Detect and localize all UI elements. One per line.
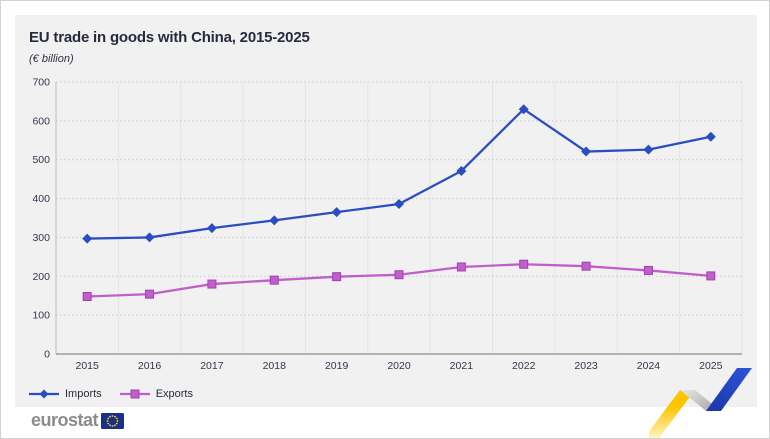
data-point-imports-2016: [144, 232, 155, 243]
y-tick-label: 300: [32, 232, 50, 244]
eu-flag-star: [107, 422, 110, 424]
x-tick-label: 2017: [200, 360, 224, 372]
data-point-imports-2022: [518, 104, 529, 115]
eu-flag-star: [114, 415, 116, 418]
data-point-imports-2018: [269, 215, 280, 226]
data-point-imports-2017: [206, 223, 217, 234]
data-point-exports-2015: [82, 291, 92, 301]
y-tick-label: 700: [32, 77, 50, 89]
data-point-imports-2019: [331, 207, 342, 218]
chart-svg: 0 100 200 300 400 500 600 700 2015 2016 2017 2018 20…: [32, 77, 743, 372]
eu-flag-star: [115, 422, 118, 424]
eurostat-logo-text: eurostat: [31, 410, 99, 430]
x-tick-label: 2025: [699, 360, 723, 372]
x-tick-label: 2022: [512, 360, 536, 372]
eu-flag-star: [115, 417, 118, 419]
data-point-imports-2015: [82, 233, 93, 244]
eu-flag-icon: [101, 412, 125, 429]
eu-flag-star: [114, 423, 116, 426]
x-tick-label: 2021: [450, 360, 474, 372]
eurostat-logo: eurostat: [31, 410, 125, 431]
data-point-exports-2017: [207, 279, 217, 289]
y-tick-label: 600: [32, 115, 50, 127]
eu-flag-star: [109, 415, 111, 418]
data-point-imports-2024: [643, 144, 654, 155]
data-point-imports-2025: [705, 131, 716, 142]
legend-label: Imports: [65, 388, 102, 400]
data-point-imports-2020: [394, 199, 404, 210]
legend-item-imports: Imports: [29, 388, 102, 400]
data-point-exports-2018: [269, 275, 279, 285]
x-tick-label: 2018: [263, 360, 287, 372]
eu-flag-star: [116, 419, 119, 422]
y-tick-label: 100: [32, 310, 50, 322]
eu-flag-star: [111, 424, 114, 427]
chart-subtitle: (€ billion): [29, 53, 74, 65]
data-point-imports-2023: [581, 146, 592, 157]
zigzag-blue-band: [706, 368, 752, 411]
zigzag-decoration: [649, 368, 752, 438]
data-point-exports-2023: [581, 261, 591, 271]
data-point-exports-2022: [519, 259, 529, 269]
x-tick-label: 2015: [76, 360, 100, 372]
y-tick-label: 400: [32, 193, 50, 205]
chart-title: EU trade in goods with China, 2015-2025: [29, 29, 310, 46]
y-tick-label: 500: [32, 154, 50, 166]
legend-diamond-swatch-icon: [29, 389, 59, 399]
eu-flag-stars: [106, 414, 119, 427]
chart-card: EU trade in goods with China, 2015-2025 …: [15, 15, 757, 407]
x-tick-label: 2016: [138, 360, 162, 372]
x-tick-label: 2024: [637, 360, 661, 372]
x-tick-label: 2023: [574, 360, 598, 372]
y-tick-label: 0: [44, 349, 50, 361]
data-point-exports-2020: [394, 270, 404, 280]
data-point-exports-2021: [456, 262, 466, 272]
eu-flag-star: [107, 417, 110, 419]
x-tick-label: 2019: [325, 360, 349, 372]
legend-label: Exports: [155, 388, 193, 400]
data-point-exports-2019: [332, 272, 342, 282]
zigzag-yellow-band: [649, 390, 695, 438]
eu-flag-star: [111, 414, 114, 417]
data-point-imports-2021: [456, 165, 467, 176]
legend-item-exports: Exports: [119, 388, 193, 400]
data-point-exports-2025: [706, 271, 716, 281]
eu-flag-star: [106, 419, 109, 422]
eu-flag-star: [109, 423, 111, 426]
chart-legend: Imports Exports: [29, 388, 193, 400]
y-tick-label: 200: [32, 271, 50, 283]
data-point-exports-2016: [145, 289, 155, 299]
legend-square-swatch-icon: [119, 389, 150, 399]
x-tick-label: 2020: [387, 360, 411, 372]
data-point-exports-2024: [643, 265, 653, 275]
